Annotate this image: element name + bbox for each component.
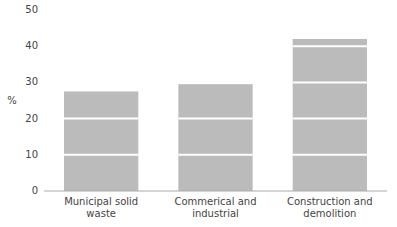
y-tick-label: 50 xyxy=(25,4,38,15)
chart-container: 0 10 20 30 40 50% Municipal solidwaste Commeric… xyxy=(0,0,397,227)
bar xyxy=(178,84,252,191)
bar xyxy=(64,91,138,191)
x-axis-line xyxy=(44,191,387,192)
segment-divider xyxy=(64,154,138,156)
segment-divider xyxy=(293,154,367,156)
x-tick-label: Municipal solidwaste xyxy=(64,196,138,219)
y-tick-label: 10 xyxy=(25,149,38,160)
x-tick-label: Construction anddemolition xyxy=(287,196,373,219)
segment-divider xyxy=(293,45,367,47)
segment-divider xyxy=(293,81,367,83)
y-axis-label: % xyxy=(7,95,17,106)
bar xyxy=(293,39,367,191)
segment-divider xyxy=(178,118,252,120)
y-tick-label: 40 xyxy=(25,40,38,51)
chart: 0 10 20 30 40 50% Municipal solidwaste Commeric… xyxy=(0,0,397,227)
y-tick-label: 0 xyxy=(32,185,38,196)
segment-divider xyxy=(293,118,367,120)
y-axis: 0 10 20 30 40 50 xyxy=(25,4,38,196)
y-tick-label: 30 xyxy=(25,76,38,87)
x-axis: Municipal solidwaste Commerical andindust… xyxy=(64,196,373,219)
segment-divider xyxy=(178,154,252,156)
y-tick-label: 20 xyxy=(25,113,38,124)
bars xyxy=(64,39,367,191)
x-tick-label: Commerical andindustrial xyxy=(174,196,256,219)
segment-divider xyxy=(64,118,138,120)
